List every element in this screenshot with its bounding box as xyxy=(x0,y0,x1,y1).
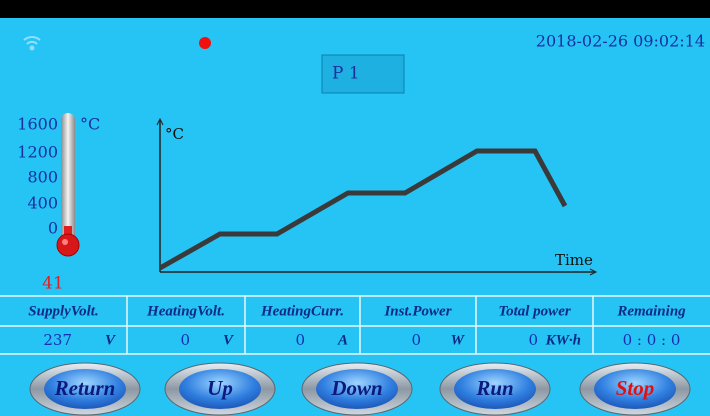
cell-value: 0 xyxy=(528,331,538,349)
column-header: SupplyVolt. xyxy=(28,303,98,319)
button-core xyxy=(594,369,676,409)
cell-unit: V xyxy=(105,332,117,348)
cell-value: 237 xyxy=(43,331,72,349)
status-dot xyxy=(199,37,211,49)
column-header: Inst.Power xyxy=(383,303,451,319)
datetime: 2018-02-26 09:02:14 xyxy=(536,32,705,51)
cell-value: 0 xyxy=(411,331,421,349)
scale-label: 1600 xyxy=(17,115,58,134)
scale-label: 1200 xyxy=(17,143,58,162)
cell-unit: A xyxy=(337,332,348,348)
cell-unit: KW·h xyxy=(545,332,581,348)
graph xyxy=(156,117,598,276)
program: P 1 xyxy=(332,64,360,84)
temp-reading: 41 xyxy=(42,274,64,294)
column-header: Total power xyxy=(498,303,571,319)
cell-unit: W xyxy=(451,332,466,348)
column-header: HeatingVolt. xyxy=(146,303,225,319)
wifi-icon xyxy=(23,36,41,51)
cell-unit: V xyxy=(223,332,235,348)
button[interactable]: Down xyxy=(301,362,413,416)
scale-label: 0 xyxy=(48,219,58,238)
button[interactable]: Run xyxy=(439,362,551,416)
button-bar: Return Up Down Run Stop xyxy=(29,362,691,416)
button[interactable]: Return xyxy=(29,362,141,416)
button-core xyxy=(454,369,536,409)
button-label: Run xyxy=(475,376,513,400)
button-label: Up xyxy=(207,376,233,400)
thermometer xyxy=(56,113,80,257)
program-box[interactable] xyxy=(321,54,405,94)
button-label: Down xyxy=(330,376,382,400)
top-bar xyxy=(0,0,710,18)
data-table: SupplyVolt. HeatingVolt. HeatingCurr. Inst.… xyxy=(0,295,710,355)
button-core xyxy=(44,369,126,409)
cell-value: 0 xyxy=(295,331,305,349)
temp-unit: °C xyxy=(80,115,100,134)
scale-label: 800 xyxy=(27,168,58,187)
button-core xyxy=(179,369,261,409)
cell-value: 0 xyxy=(180,331,190,349)
button-core xyxy=(316,369,398,409)
scale-label: 400 xyxy=(27,194,58,213)
cell-value: 0 : 0 : 0 xyxy=(623,331,681,349)
graph-x-label: Time xyxy=(555,251,593,269)
graph-y-label: °C xyxy=(165,125,184,143)
column-header: HeatingCurr. xyxy=(260,303,344,319)
button[interactable]: Stop xyxy=(579,362,691,416)
column-header: Remaining xyxy=(616,303,686,319)
button-label: Stop xyxy=(616,376,655,400)
button[interactable]: Up xyxy=(164,362,276,416)
button-label: Return xyxy=(54,376,116,400)
